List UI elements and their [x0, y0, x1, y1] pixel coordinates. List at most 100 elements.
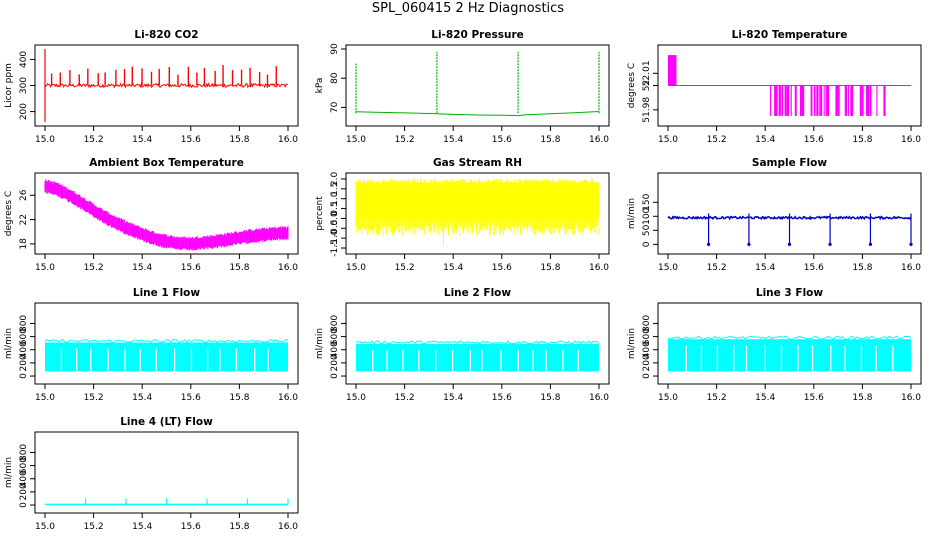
x-tick-label: 15.2 [395, 393, 415, 403]
series-band [356, 343, 599, 372]
x-tick-label: 15.8 [229, 393, 249, 403]
y-tick-label: 0.0 [330, 211, 340, 226]
panel-title: Gas Stream RH [433, 157, 522, 169]
y-axis-label: ml/min [627, 198, 637, 229]
x-tick-label: 15.0 [658, 135, 678, 145]
y-tick-label: 200 [642, 354, 652, 371]
panel-title: Li-820 CO2 [134, 29, 198, 41]
x-tick-label: 16.0 [589, 263, 609, 273]
x-tick-label: 15.6 [181, 135, 201, 145]
x-tick-label: 15.2 [84, 393, 104, 403]
y-axis-label: kPa [315, 78, 325, 94]
y-tick-label: -1.5 [330, 239, 340, 257]
y-axis-label: percent [315, 196, 325, 231]
panel-title: Line 2 Flow [444, 287, 511, 299]
panel-title: Li-820 Temperature [732, 29, 848, 41]
series-line [44, 338, 289, 344]
x-tick-label: 15.6 [181, 522, 201, 532]
x-tick-label: 15.6 [804, 393, 824, 403]
plot-frame [34, 172, 299, 255]
series-line [355, 111, 600, 117]
y-tick-label: 50 [642, 224, 652, 236]
x-tick-label: 15.2 [84, 263, 104, 273]
series-band [668, 339, 911, 372]
x-tick-label: 16.0 [278, 135, 298, 145]
panel-1: Li-820 CO2 15.0 15.2 15.4 15.6 15.8 16.0 200 300… [4, 29, 299, 145]
y-tick-label: 18 [19, 238, 29, 250]
panel-6: Sample Flow 15.0 15.2 15.4 15.6 15.8 16.0 0 5010… [627, 157, 922, 273]
x-tick-label: 15.2 [707, 263, 727, 273]
series-point [828, 242, 832, 246]
x-tick-label: 15.4 [443, 263, 463, 273]
panel-9: Line 3 Flow 15.0 15.2 15.4 15.6 15.8 16.0 0 2004… [627, 287, 922, 403]
panel-title: Line 4 (LT) Flow [120, 416, 213, 428]
x-tick-label: 16.0 [278, 522, 298, 532]
x-tick-label: 15.6 [804, 135, 824, 145]
x-tick-label: 16.0 [901, 393, 921, 403]
x-tick-label: 15.8 [540, 135, 560, 145]
y-tick-label: 22 [19, 214, 29, 225]
y-axis-label: degrees C [4, 191, 14, 236]
series-point [747, 242, 751, 246]
x-tick-label: 15.8 [540, 263, 560, 273]
x-tick-label: 15.6 [804, 263, 824, 273]
y-tick-label: 51.98 [642, 97, 652, 123]
plot-frame [345, 172, 610, 255]
x-tick-label: 16.0 [901, 263, 921, 273]
y-tick-label: 0 [330, 373, 340, 379]
y-tick-label: 0 [19, 502, 29, 508]
x-tick-label: 15.8 [852, 135, 872, 145]
x-tick-label: 16.0 [589, 135, 609, 145]
plot-frame [345, 302, 610, 385]
plot-frame [34, 302, 299, 385]
y-tick-label: -1.0 [330, 229, 340, 247]
y-axis-label: ml/min [4, 328, 14, 359]
y-tick-label: 2.0 [330, 172, 340, 187]
x-tick-label: 16.0 [278, 393, 298, 403]
y-tick-label: 600 [19, 328, 29, 345]
x-tick-label: 15.0 [658, 263, 678, 273]
y-tick-label: 400 [19, 341, 29, 358]
plot-frame [657, 172, 922, 255]
x-tick-label: 15.2 [707, 393, 727, 403]
y-tick-label: 80 [330, 72, 340, 84]
x-tick-label: 15.4 [755, 135, 775, 145]
y-tick-label: 200 [19, 483, 29, 500]
x-tick-label: 15.2 [707, 135, 727, 145]
x-tick-label: 15.4 [132, 522, 152, 532]
x-tick-label: 15.8 [540, 393, 560, 403]
panel-2: Li-820 Pressure 15.0 15.2 15.4 15.6 15.8 16.0 7… [315, 29, 610, 145]
x-tick-label: 15.0 [658, 393, 678, 403]
y-tick-label: 1.5 [330, 182, 340, 196]
x-tick-label: 15.4 [132, 135, 152, 145]
y-tick-label: 200 [19, 354, 29, 371]
x-tick-label: 15.2 [395, 135, 415, 145]
y-tick-label: 0 [642, 373, 652, 379]
y-tick-label: 70 [330, 101, 340, 113]
panel-8: Line 2 Flow 15.0 15.2 15.4 15.6 15.8 16.0 0 2004… [315, 287, 610, 403]
y-tick-label: 600 [330, 328, 340, 345]
y-axis-label: ml/min [4, 457, 14, 488]
x-tick-label: 15.6 [181, 393, 201, 403]
x-tick-label: 15.0 [346, 393, 366, 403]
series-block [668, 55, 677, 86]
x-tick-label: 16.0 [589, 393, 609, 403]
x-tick-label: 15.0 [35, 135, 55, 145]
y-tick-label: 800 [19, 444, 29, 461]
series-line [355, 340, 600, 345]
x-tick-label: 15.4 [443, 135, 463, 145]
figure-title: SPL_060415 2 Hz Diagnostics [371, 1, 565, 16]
x-tick-label: 15.2 [84, 522, 104, 532]
series-point [787, 242, 792, 246]
y-tick-label: -0.5 [330, 220, 340, 238]
y-tick-label: 200 [19, 103, 29, 120]
x-tick-label: 15.0 [35, 263, 55, 273]
y-tick-label: 26 [19, 189, 29, 201]
series-point [909, 242, 913, 246]
x-tick-label: 15.4 [443, 393, 463, 403]
y-tick-label: 800 [19, 315, 29, 332]
y-tick-label: 400 [330, 341, 340, 358]
panel-10: Line 4 (LT) Flow 15.0 15.2 15.4 15.6 15.8 16.0… [4, 416, 299, 532]
panel-title: Li-820 Pressure [431, 29, 524, 41]
x-tick-label: 15.6 [492, 393, 512, 403]
